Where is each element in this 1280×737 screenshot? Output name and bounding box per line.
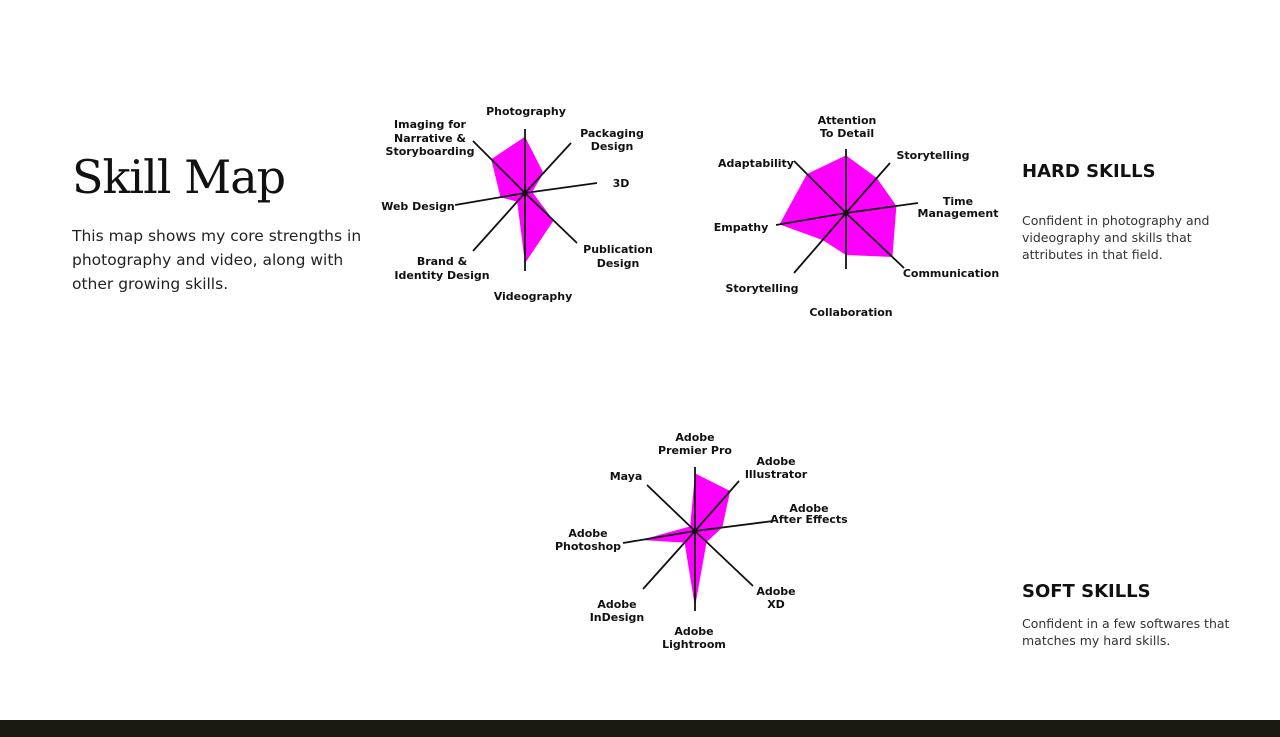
footer-bar: [0, 720, 1280, 737]
radar-label: Photography: [486, 105, 566, 118]
radar-axis-7: [646, 484, 696, 532]
radar-axis-3: [524, 192, 578, 244]
radar-axis-6: [454, 192, 526, 206]
radar-axis-1: [524, 142, 572, 194]
hard-skills-heading: HARD SKILLS: [1022, 161, 1156, 182]
radar-label: Adobe InDesign: [590, 598, 645, 624]
intro-text: This map shows my core strengths in phot…: [72, 227, 362, 293]
radar-center: [522, 190, 528, 196]
radar-label: Web Design: [381, 200, 455, 213]
radar-axis-7: [793, 160, 847, 214]
radar-label: Time Management: [918, 195, 999, 220]
radar-label: Publication Design: [583, 243, 653, 270]
radar-axis-1: [694, 480, 740, 532]
radar-label: 3D: [613, 177, 630, 190]
radar-label: Maya: [610, 470, 643, 483]
radar-axis-1: [845, 162, 891, 214]
radar-center: [843, 210, 849, 216]
radar-label: Collaboration: [809, 306, 892, 319]
radar-axis-7: [472, 140, 526, 194]
radar-axis-5: [793, 212, 847, 274]
radar-label: Adobe After Effects: [770, 502, 848, 526]
radar-label: Imaging for Narrative & Storyboarding: [386, 118, 475, 158]
radar-label: Adobe Premier Pro: [658, 431, 732, 457]
soft-skills-heading: SOFT SKILLS: [1022, 581, 1151, 602]
radar-axis-5: [642, 530, 696, 590]
radar-label: Empathy: [714, 221, 769, 234]
radar-axis-3: [845, 212, 905, 269]
radar-area: [491, 136, 554, 264]
radar-center: [692, 528, 698, 534]
radar-label: Attention To Detail: [818, 114, 877, 140]
radar-label: Adobe Illustrator: [745, 455, 808, 481]
radar-axis-2: [694, 520, 774, 532]
radar-axis-5: [472, 192, 526, 252]
radar-axis-6: [775, 212, 847, 226]
radar-axis-3: [694, 530, 754, 587]
radar-label: Adobe XD: [756, 585, 795, 611]
radar-label: Brand & Identity Design: [394, 255, 489, 282]
radar-axis-2: [524, 182, 598, 194]
soft-skills-description: Confident in a few softwares that matche…: [1022, 616, 1230, 648]
radar-label: Packaging Design: [580, 127, 644, 153]
radar-label: Communication: [903, 267, 999, 280]
radar-label: Adobe Photoshop: [555, 527, 621, 553]
radar-axis-2: [845, 202, 919, 214]
radar-label: Storytelling: [896, 149, 969, 162]
radar-label: Videography: [494, 290, 573, 303]
radar-label: Storytelling: [725, 282, 798, 295]
radar-label: Adobe Lightroom: [662, 625, 726, 651]
radar-label: Adaptability: [718, 157, 794, 170]
radar-axis-6: [622, 530, 696, 544]
page-title: Skill Map: [72, 150, 286, 204]
hard-skills-description: Confident in photography and videography…: [1022, 213, 1210, 262]
